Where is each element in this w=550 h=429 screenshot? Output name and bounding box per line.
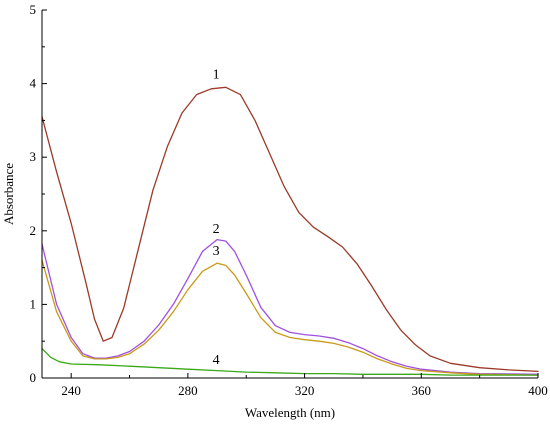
y-tick-label: 5 xyxy=(30,2,37,17)
series-2-line xyxy=(41,238,539,375)
plot-area: 1 2 3 4 xyxy=(41,68,539,376)
x-axis-label: Wavelength (nm) xyxy=(245,405,335,420)
y-tick-label: 1 xyxy=(30,296,37,311)
series-3-line xyxy=(41,259,539,376)
x-tick-label: 240 xyxy=(61,383,81,398)
x-tick-label: 320 xyxy=(295,383,315,398)
y-tick-label: 4 xyxy=(30,76,37,91)
series-4-line xyxy=(41,347,539,376)
y-tick-label: 0 xyxy=(30,370,37,385)
series-4-label: 4 xyxy=(213,353,220,368)
y-tick-label: 3 xyxy=(30,149,37,164)
x-tick-label: 360 xyxy=(412,383,432,398)
x-tick-label: 400 xyxy=(528,383,548,398)
series-1-line xyxy=(41,86,539,373)
series-3-label: 3 xyxy=(213,244,220,259)
y-axis-label: Absorbance xyxy=(1,163,16,225)
axes: 0 1 2 3 4 5 240 280 320 360 400 xyxy=(30,2,548,398)
series-2-label: 2 xyxy=(213,222,220,237)
x-tick-label: 280 xyxy=(178,383,198,398)
y-tick-label: 2 xyxy=(30,223,37,238)
series-1-label: 1 xyxy=(213,68,220,83)
